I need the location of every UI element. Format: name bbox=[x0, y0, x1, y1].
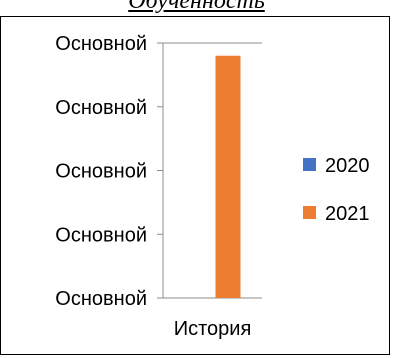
chart-frame bbox=[0, 16, 390, 355]
x-category-label: История bbox=[174, 318, 252, 340]
y-tick-label: Основной bbox=[55, 224, 147, 246]
legend-label-2021: 2021 bbox=[325, 203, 370, 225]
y-tick-label: Основной bbox=[55, 33, 147, 55]
legend-label-2020: 2020 bbox=[325, 155, 370, 177]
y-tick-label: Основной bbox=[55, 288, 147, 310]
y-tick-label: Основной bbox=[55, 97, 147, 119]
y-tick-label: Основной bbox=[55, 161, 147, 183]
chart-title: Обученность bbox=[128, 0, 265, 14]
legend-swatch-2021 bbox=[303, 206, 316, 219]
bar-История-2021 bbox=[215, 55, 241, 298]
legend-swatch-2020 bbox=[303, 158, 316, 171]
